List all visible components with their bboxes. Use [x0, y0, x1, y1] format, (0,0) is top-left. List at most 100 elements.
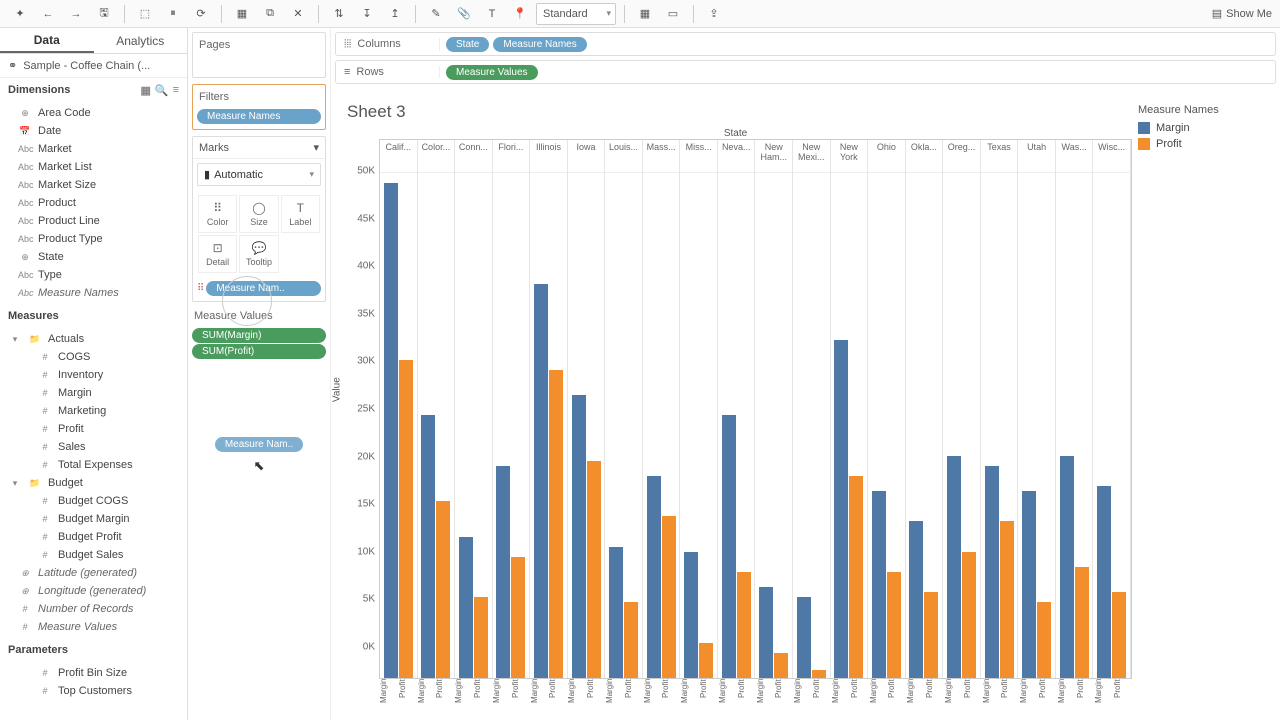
bar-margin[interactable]	[572, 395, 586, 678]
rows-shelf[interactable]: ≡Rows Measure Values	[335, 60, 1276, 84]
field-date[interactable]: 📅Date	[0, 122, 187, 140]
filters-shelf[interactable]: Filters Measure Names	[192, 84, 326, 130]
bar-margin[interactable]	[1060, 456, 1074, 678]
bar-margin[interactable]	[797, 597, 811, 678]
field-budget-sales[interactable]: #Budget Sales	[0, 546, 187, 564]
field-latitude-generated-[interactable]: ⊕Latitude (generated)	[0, 564, 187, 582]
pages-shelf[interactable]: Pages	[192, 32, 326, 78]
back-icon[interactable]: ←	[36, 3, 60, 25]
sort-asc-icon[interactable]: ↧	[355, 3, 379, 25]
duplicate-icon[interactable]: ⧉	[258, 3, 282, 25]
bar-profit[interactable]	[1075, 567, 1089, 678]
col-pill-measurenames[interactable]: Measure Names	[493, 37, 586, 52]
mv-pill-margin[interactable]: SUM(Margin)	[192, 328, 326, 343]
group-budget[interactable]: ▾📁Budget	[0, 474, 187, 492]
bar-margin[interactable]	[384, 183, 398, 678]
clear-icon[interactable]: ✕	[286, 3, 310, 25]
field-budget-margin[interactable]: #Budget Margin	[0, 510, 187, 528]
bar-profit[interactable]	[774, 653, 788, 678]
pause-icon[interactable]: ⏸	[161, 3, 185, 25]
marks-color[interactable]: ⠿Color	[198, 195, 237, 233]
bar-margin[interactable]	[834, 340, 848, 678]
tableau-logo[interactable]: ✦	[8, 3, 32, 25]
tab-analytics[interactable]: Analytics	[94, 28, 188, 53]
field-type[interactable]: AbcType	[0, 266, 187, 284]
sort-desc-icon[interactable]: ↥	[383, 3, 407, 25]
bar-profit[interactable]	[587, 461, 601, 678]
search-icon[interactable]: 🔍	[155, 84, 169, 97]
marks-type-select[interactable]: ▮Automatic	[197, 163, 321, 186]
presentation-icon[interactable]: ▭	[661, 3, 685, 25]
legend-item-margin[interactable]: Margin	[1138, 122, 1266, 134]
save-icon[interactable]: 🖫	[92, 3, 116, 25]
mv-pill-profit[interactable]: SUM(Profit)	[192, 344, 326, 359]
columns-shelf[interactable]: ⦙⦙⦙Columns State Measure Names	[335, 32, 1276, 56]
bar-margin[interactable]	[647, 476, 661, 678]
bar-profit[interactable]	[474, 597, 488, 678]
tab-data[interactable]: Data	[0, 28, 94, 53]
field-top-customers[interactable]: #Top Customers	[0, 682, 187, 700]
bar-profit[interactable]	[624, 602, 638, 678]
bar-margin[interactable]	[909, 521, 923, 678]
field-product-line[interactable]: AbcProduct Line	[0, 212, 187, 230]
bar-profit[interactable]	[511, 557, 525, 678]
field-market[interactable]: AbcMarket	[0, 140, 187, 158]
show-me-button[interactable]: ▤ Show Me	[1212, 7, 1272, 20]
field-profit-bin-size[interactable]: #Profit Bin Size	[0, 664, 187, 682]
bar-profit[interactable]	[924, 592, 938, 678]
bar-profit[interactable]	[1037, 602, 1051, 678]
col-pill-state[interactable]: State	[446, 37, 489, 52]
bar-profit[interactable]	[962, 552, 976, 678]
bar-profit[interactable]	[549, 370, 563, 678]
bar-margin[interactable]	[609, 547, 623, 678]
menu-icon[interactable]: ≡	[173, 84, 179, 97]
bar-margin[interactable]	[759, 587, 773, 678]
drag-ghost-pill[interactable]: Measure Nam..	[215, 437, 303, 452]
bar-profit[interactable]	[1112, 592, 1126, 678]
marks-tooltip[interactable]: 💬Tooltip	[239, 235, 278, 273]
group-actuals[interactable]: ▾📁Actuals	[0, 330, 187, 348]
bar-margin[interactable]	[1022, 491, 1036, 678]
field-market-size[interactable]: AbcMarket Size	[0, 176, 187, 194]
field-market-list[interactable]: AbcMarket List	[0, 158, 187, 176]
bar-margin[interactable]	[421, 415, 435, 678]
marks-caret-icon[interactable]: ▾	[313, 141, 319, 154]
bar-profit[interactable]	[887, 572, 901, 678]
bar-margin[interactable]	[947, 456, 961, 678]
field-marketing[interactable]: #Marketing	[0, 402, 187, 420]
field-state[interactable]: ⊕State	[0, 248, 187, 266]
field-sales[interactable]: #Sales	[0, 438, 187, 456]
bar-profit[interactable]	[699, 643, 713, 678]
field-measure-names[interactable]: AbcMeasure Names	[0, 284, 187, 302]
sheet-title[interactable]: Sheet 3	[347, 102, 1132, 122]
highlight-icon[interactable]: ✎	[424, 3, 448, 25]
field-inventory[interactable]: #Inventory	[0, 366, 187, 384]
pin-icon[interactable]: 📍	[508, 3, 532, 25]
field-area-code[interactable]: ⊕Area Code	[0, 104, 187, 122]
bar-margin[interactable]	[459, 537, 473, 678]
filter-pill-measurenames[interactable]: Measure Names	[197, 109, 321, 124]
marks-label[interactable]: TLabel	[281, 195, 320, 233]
bar-margin[interactable]	[985, 466, 999, 678]
cards-icon[interactable]: ▦	[633, 3, 657, 25]
bar-profit[interactable]	[812, 670, 826, 678]
bar-margin[interactable]	[684, 552, 698, 678]
field-budget-cogs[interactable]: #Budget COGS	[0, 492, 187, 510]
bar-profit[interactable]	[737, 572, 751, 678]
attach-icon[interactable]: 📎	[452, 3, 476, 25]
bar-profit[interactable]	[1000, 521, 1014, 678]
refresh-icon[interactable]: ⟳	[189, 3, 213, 25]
bar-profit[interactable]	[436, 501, 450, 678]
share-icon[interactable]: ⇪	[702, 3, 726, 25]
field-measure-values[interactable]: #Measure Values	[0, 618, 187, 636]
new-worksheet-icon[interactable]: ▦	[230, 3, 254, 25]
field-number-of-records[interactable]: #Number of Records	[0, 600, 187, 618]
field-product-type[interactable]: AbcProduct Type	[0, 230, 187, 248]
view-icon[interactable]: ▦	[140, 84, 150, 97]
fit-select[interactable]: Standard	[536, 3, 616, 25]
row-pill-measurevalues[interactable]: Measure Values	[446, 65, 538, 80]
bar-profit[interactable]	[849, 476, 863, 678]
field-cogs[interactable]: #COGS	[0, 348, 187, 366]
bar-margin[interactable]	[872, 491, 886, 678]
marks-detail[interactable]: ⊡Detail	[198, 235, 237, 273]
